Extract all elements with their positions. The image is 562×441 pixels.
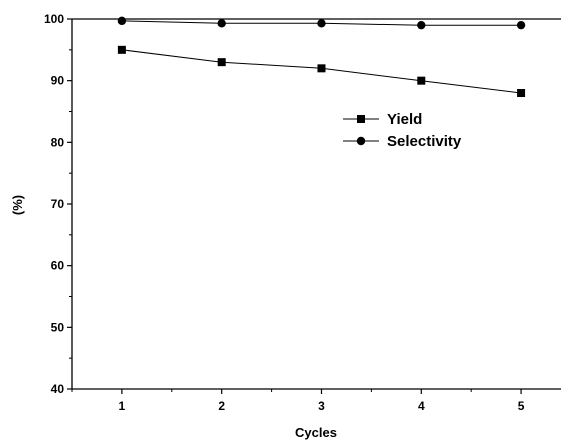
selectivity-point — [417, 20, 426, 30]
y-tick-label: 80 — [51, 135, 65, 149]
x-tick-label: 2 — [218, 399, 225, 413]
legend-selectivity-marker — [356, 136, 366, 146]
selectivity-point — [516, 20, 526, 30]
yield-point — [217, 58, 226, 67]
legend-yield-marker — [357, 115, 365, 123]
selectivity-point — [117, 16, 127, 26]
y-tick-label: 40 — [51, 382, 65, 396]
y-tick-label: 60 — [51, 259, 65, 273]
yield-point — [117, 45, 126, 54]
x-axis-title: Cycles — [295, 425, 337, 440]
x-tick-label: 5 — [518, 399, 525, 413]
y-axis-title: (%) — [10, 195, 25, 215]
yield-point — [517, 89, 526, 97]
x-tick-label: 3 — [318, 399, 325, 413]
y-tick-label: 70 — [51, 197, 65, 211]
legend-selectivity-label: Selectivity — [387, 133, 462, 150]
x-tick-label: 1 — [119, 399, 126, 413]
yield-point — [417, 76, 426, 85]
legend-yield-label: Yield — [387, 111, 422, 128]
y-tick-label: 90 — [51, 74, 65, 88]
y-tick-label: 100 — [44, 12, 64, 26]
plot-area: 40 50 60 70 80 90 100 1 2 3 4 5 Yield Selectivity — [44, 12, 561, 413]
selectivity-point — [217, 19, 226, 28]
x-tick-label: 4 — [418, 399, 425, 413]
yield-point — [317, 64, 326, 73]
y-tick-label: 50 — [51, 320, 65, 334]
selectivity-point — [317, 19, 326, 28]
